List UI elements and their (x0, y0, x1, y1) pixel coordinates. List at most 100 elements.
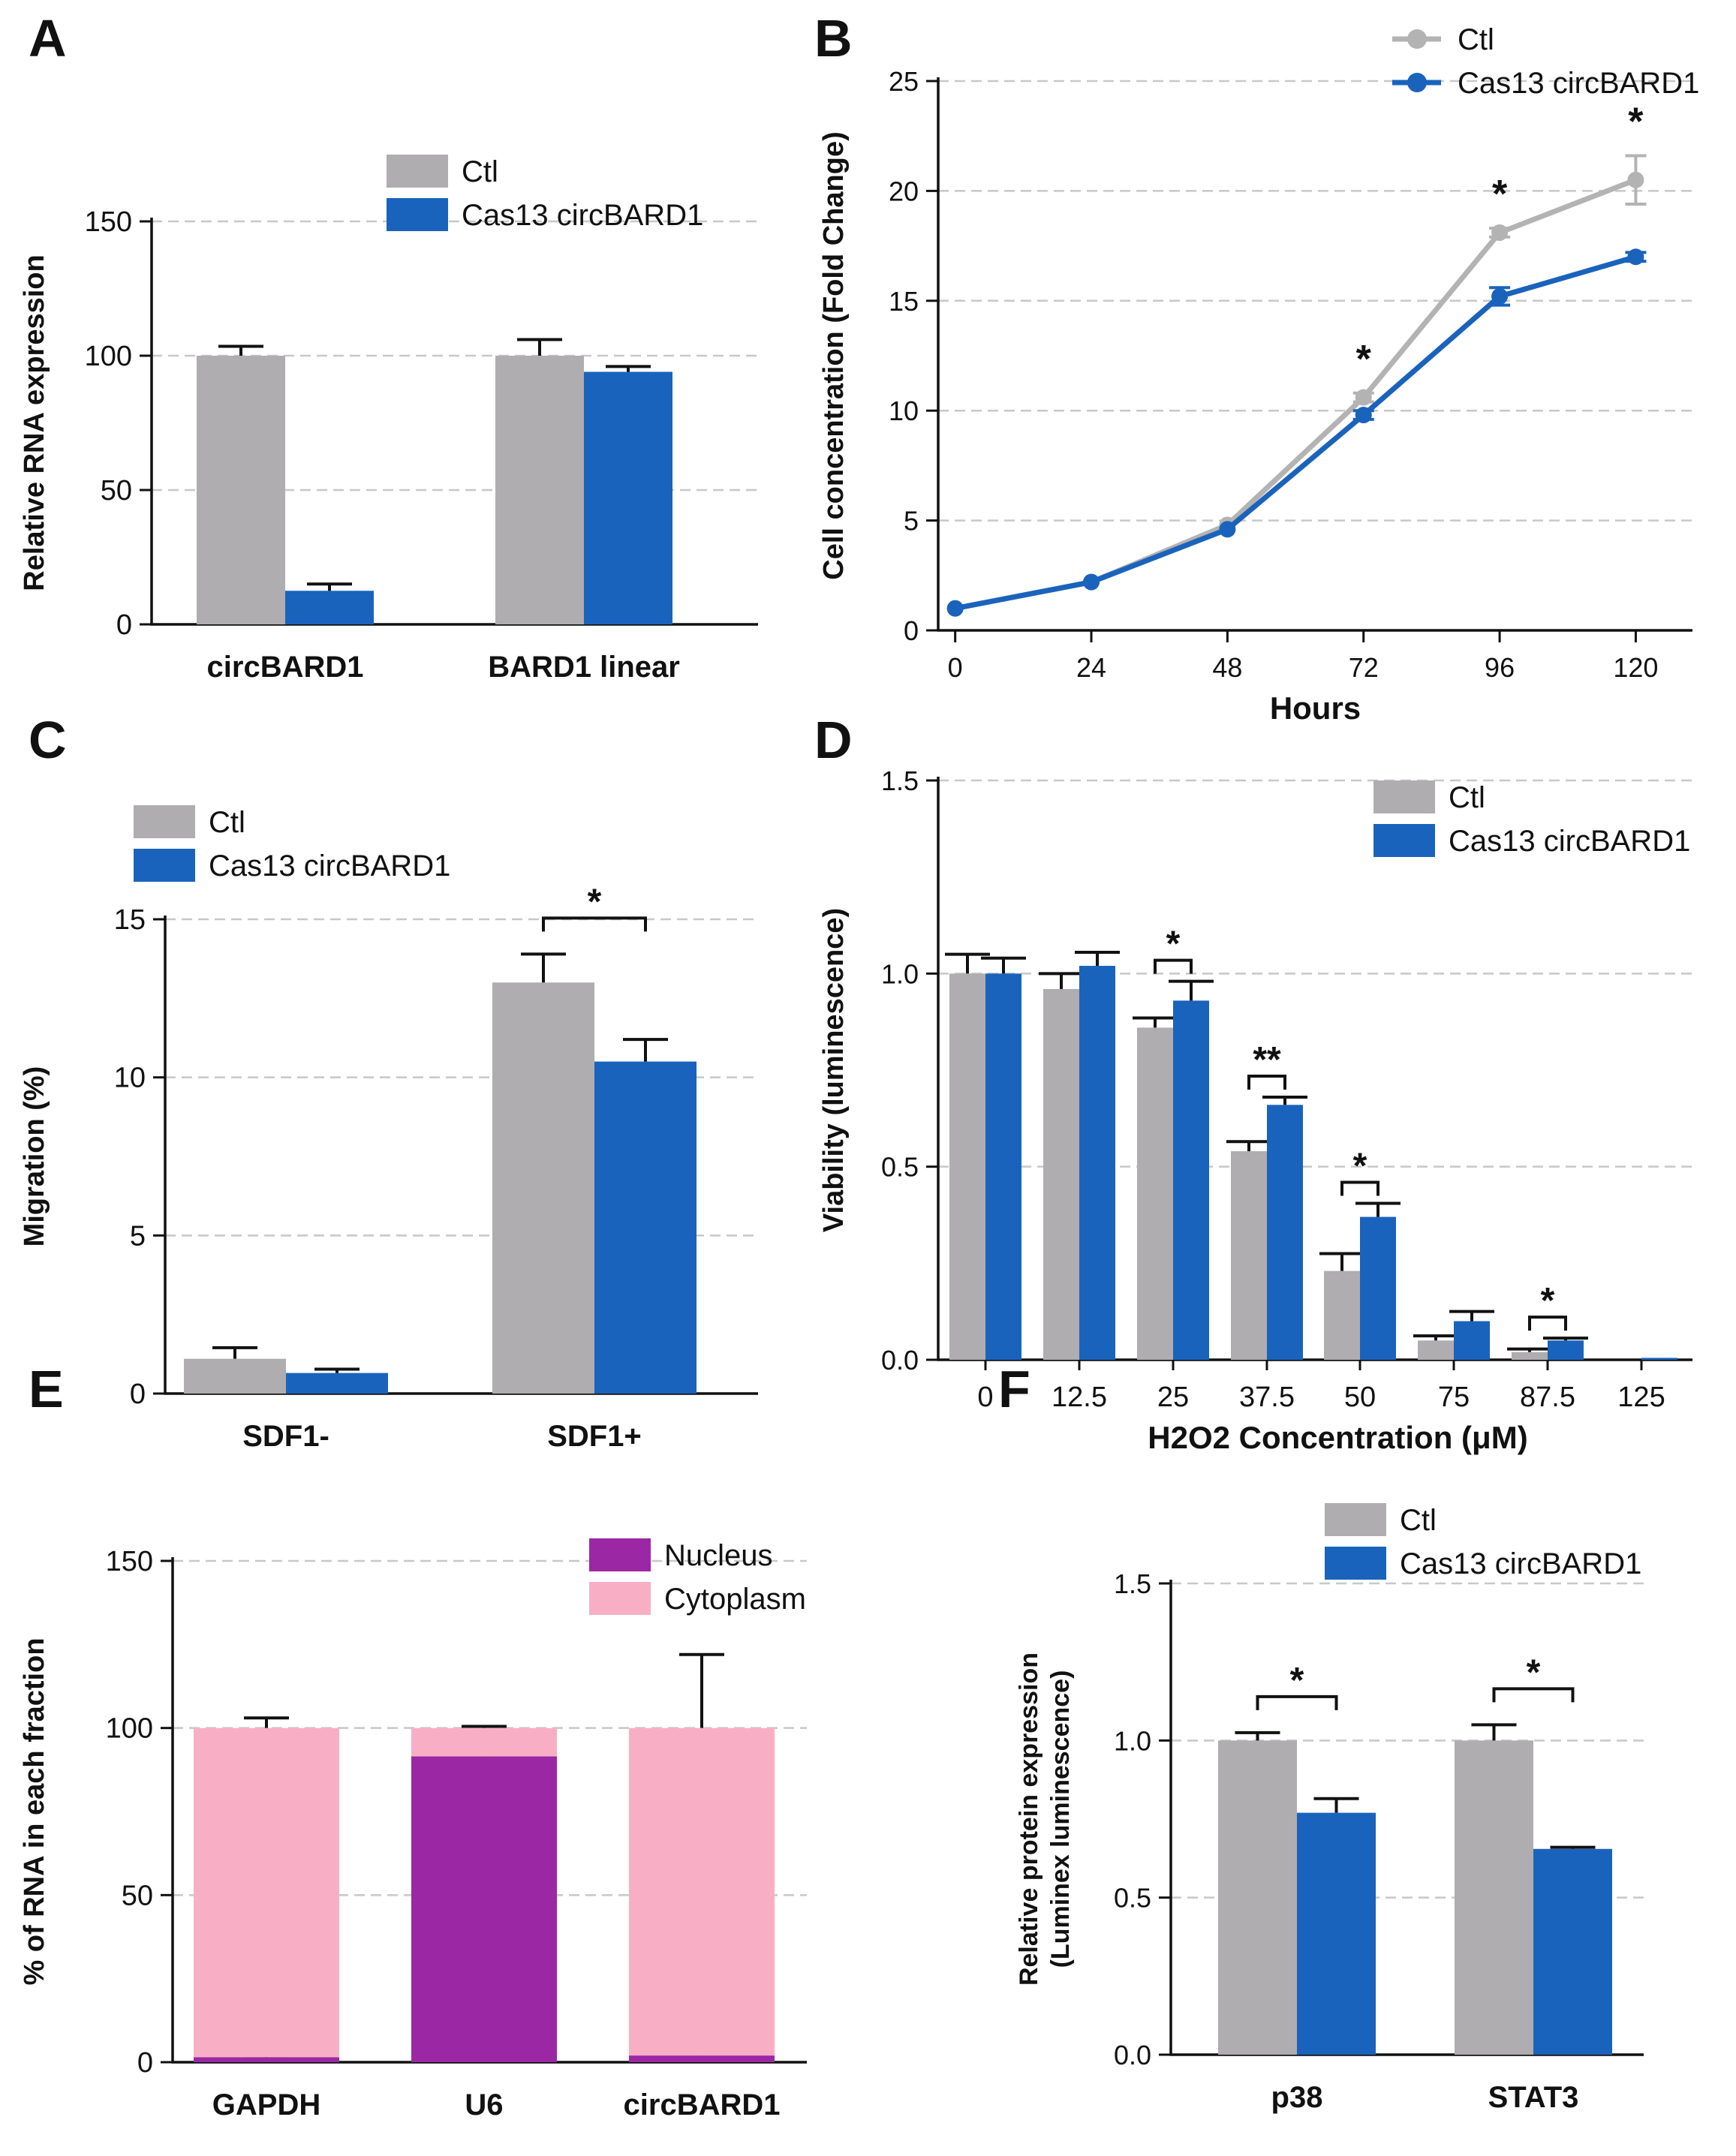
x-tick-label: circBARD1 (624, 2088, 781, 2121)
bar (1297, 1812, 1376, 2055)
bar (492, 982, 594, 1394)
legend-swatch (1373, 780, 1435, 813)
panel-label: A (29, 9, 67, 68)
bar (194, 2057, 339, 2062)
bar (197, 356, 285, 624)
data-point (946, 600, 964, 617)
x-tick-label: 25 (1157, 1382, 1189, 1413)
y-tick-label: 5 (130, 1220, 146, 1252)
y-tick-label: 0.0 (881, 1345, 919, 1376)
x-tick-label: 50 (1344, 1382, 1376, 1413)
x-tick-label: 0 (948, 652, 963, 683)
x-tick-label: 87.5 (1520, 1382, 1575, 1413)
x-tick-label: 72 (1349, 652, 1379, 683)
bar (194, 1728, 339, 2058)
y-tick-label: 15 (889, 286, 919, 317)
legend-label: Ctl (462, 155, 498, 188)
panel-f: F 0.0 0.5 1.0 1.5 Relative protein expression… (998, 1360, 1644, 2114)
y-tick-label: 1.0 (881, 958, 919, 989)
bar (629, 2055, 775, 2062)
bar (985, 973, 1021, 1360)
x-tick-label: U6 (465, 2088, 503, 2121)
data-point (1491, 224, 1509, 242)
y-tick-label: 10 (889, 395, 919, 426)
y-tick-label: 1.0 (1114, 1725, 1151, 1756)
y-tick-label: 5 (904, 506, 919, 537)
significance-bracket (1256, 1694, 1338, 1710)
panel-label: E (29, 1360, 64, 1418)
panel-d: D 0.0 0.5 1.0 1.5 Viability (luminescence) 0 12… (814, 711, 1692, 1455)
bar (594, 1061, 697, 1394)
significance-marker: * (1166, 925, 1181, 964)
panel-label: F (998, 1360, 1030, 1418)
x-tick-label: 75 (1438, 1382, 1470, 1413)
series-line (955, 254, 1637, 612)
panel-label: D (814, 711, 853, 769)
bar (1512, 1352, 1548, 1360)
x-tick-label: 125 (1617, 1382, 1665, 1413)
y-tick-label: 1.5 (881, 765, 919, 796)
legend-label: Cytoplasm (664, 1583, 806, 1616)
data-point (1627, 171, 1644, 188)
significance-marker: * (1541, 1281, 1555, 1321)
legend-label: Ctl (209, 806, 245, 839)
bar (1533, 1848, 1612, 2055)
panel-label: C (29, 711, 67, 769)
series-line (955, 177, 1637, 612)
bar (1418, 1340, 1454, 1360)
legend-label: Cas13 circBARD1 (1400, 1547, 1641, 1580)
significance-marker: * (1353, 1147, 1367, 1186)
x-axis-label: H2O2 Concentration (μM) (1148, 1420, 1527, 1455)
legend-swatch (589, 1582, 651, 1615)
y-tick-label: 0 (116, 609, 132, 641)
y-tick-label: 150 (106, 1546, 153, 1577)
significance-marker: * (1290, 1661, 1304, 1700)
y-tick-label: 100 (85, 341, 132, 372)
significance-marker: * (1527, 1652, 1541, 1692)
legend-swatch (1407, 73, 1427, 92)
y-tick-label: 100 (106, 1713, 153, 1745)
bar (1641, 1358, 1677, 1360)
data-point (1355, 389, 1372, 406)
legend-swatch (134, 849, 195, 882)
bar (1218, 1740, 1297, 2055)
significance-bracket (1340, 1180, 1379, 1196)
legend-label: Nucleus (664, 1539, 773, 1572)
x-tick-label: 12.5 (1052, 1382, 1107, 1413)
legend-label: Ctl (1400, 1504, 1437, 1537)
bar (1043, 988, 1079, 1360)
legend-label: Cas13 circBARD1 (1458, 67, 1699, 100)
bar (629, 1728, 775, 2056)
bar (411, 1728, 557, 1757)
significance-marker: * (588, 882, 602, 922)
x-tick-label: circBARD1 (207, 651, 364, 684)
legend-swatch (1325, 1503, 1386, 1536)
y-axis-label: Relative RNA expression (19, 254, 50, 591)
x-tick-label: 48 (1212, 652, 1242, 683)
significance-marker: * (1492, 173, 1508, 216)
x-tick-label: GAPDH (212, 2088, 320, 2121)
y-tick-label: 150 (85, 206, 132, 238)
legend-label: Ctl (1449, 781, 1485, 814)
significance-bracket (1492, 1687, 1575, 1703)
bar (1548, 1340, 1584, 1360)
y-tick-label: 15 (114, 904, 146, 936)
y-tick-label: 0 (904, 615, 919, 646)
legend-swatch (589, 1538, 651, 1571)
legend-label: Cas13 circBARD1 (1449, 825, 1690, 858)
y-tick-label: 0 (137, 2047, 153, 2079)
bar (184, 1358, 286, 1394)
significance-marker: * (1356, 338, 1372, 381)
data-point (1491, 287, 1509, 305)
bar (949, 973, 985, 1360)
bar (1173, 1000, 1209, 1360)
panel-label: B (814, 9, 853, 68)
legend-swatch (387, 198, 448, 231)
panel-e: E 0 50 100 150 % of RNA in each fraction GAPDH… (19, 1360, 807, 2121)
y-tick-label: 0.0 (1114, 2040, 1151, 2070)
y-tick-label: 0.5 (1114, 1883, 1151, 1914)
bar (584, 371, 672, 624)
data-point (1083, 573, 1100, 591)
bar (1231, 1151, 1267, 1360)
